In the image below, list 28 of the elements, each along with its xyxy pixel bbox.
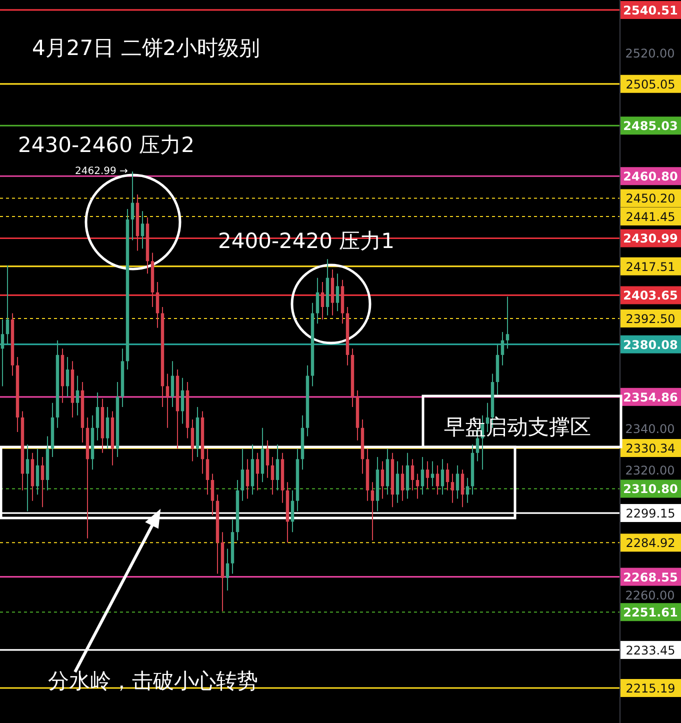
text: 4月27日 二饼2小时级别 — [32, 36, 260, 60]
ref-line-label: 2505.05 — [626, 77, 676, 92]
y-tick-label: 2260.00 — [625, 588, 675, 603]
annotation: 分水岭，击破小心转势 — [48, 669, 258, 693]
y-tick-label: 2340.00 — [625, 422, 675, 436]
ref-line-label: 2251.61 — [623, 606, 678, 620]
ref-line-label: 2540.51 — [623, 3, 678, 18]
y-tick-label: 2520.00 — [625, 46, 675, 61]
ref-line-label: 2233.45 — [626, 643, 676, 658]
ref-line-label: 2430.99 — [623, 232, 678, 246]
ref-line-label: 2310.80 — [623, 482, 678, 496]
ref-line-label: 2485.03 — [623, 119, 678, 134]
ref-line-label: 2299.15 — [626, 506, 676, 521]
ref-line-label: 2392.50 — [626, 312, 676, 326]
ref-line-label: 2330.34 — [626, 442, 676, 456]
ref-line-label: 2284.92 — [626, 536, 676, 550]
ref-line-label: 2460.80 — [623, 170, 678, 184]
ref-line-label: 2380.08 — [623, 338, 678, 352]
annotation: 2430-2460 压力2 — [18, 133, 195, 157]
y-tick-label: 2320.00 — [625, 464, 675, 478]
ref-line-label: 2403.65 — [623, 288, 678, 303]
ref-line-label: 2441.45 — [626, 210, 676, 224]
ref-line-label: 2215.19 — [626, 682, 676, 696]
ref-line-label: 2450.20 — [626, 192, 676, 206]
ref-line-label: 2268.55 — [623, 570, 678, 584]
annotation: 2462.99 → — [75, 166, 128, 177]
ref-line-label: 2354.86 — [623, 390, 678, 404]
ref-line-label: 2417.51 — [626, 260, 676, 274]
